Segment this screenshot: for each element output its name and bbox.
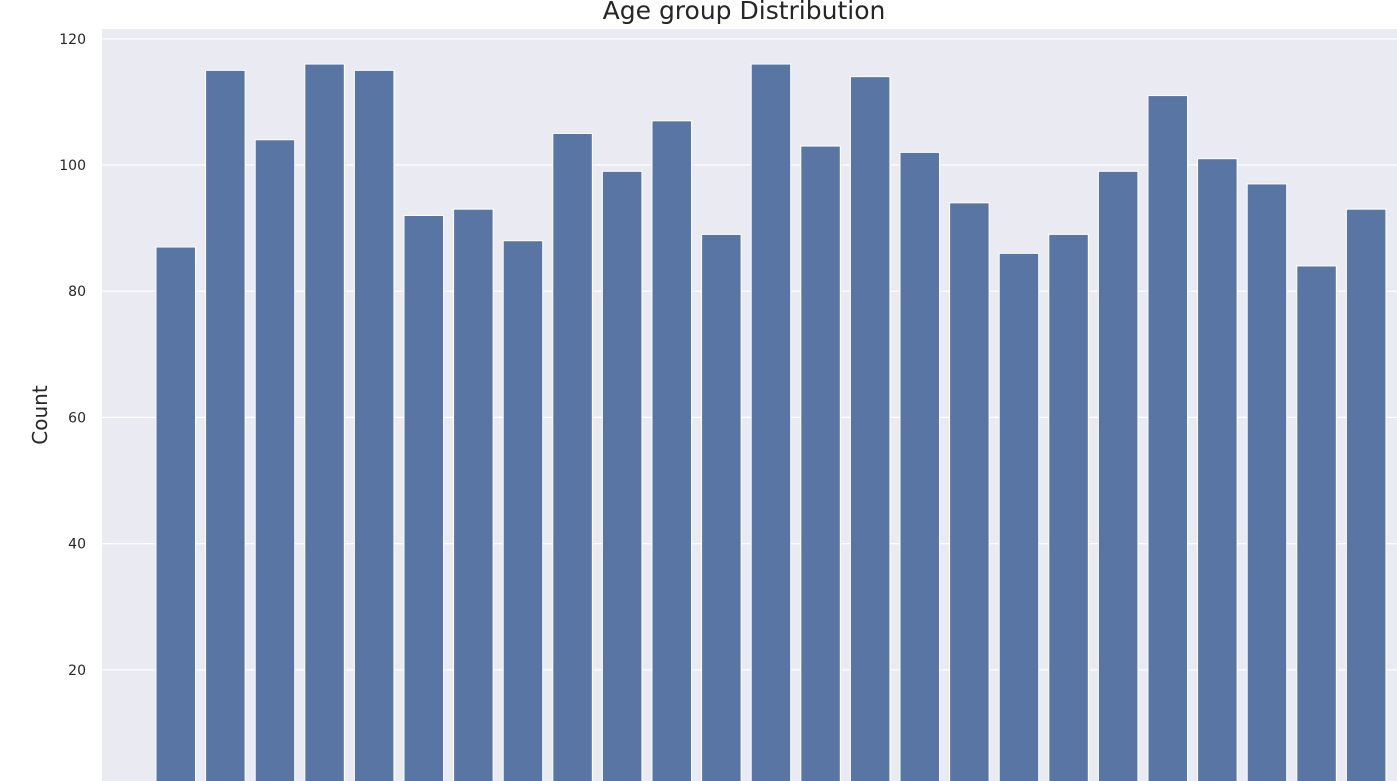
bar: [304, 63, 345, 781]
bar: [1147, 95, 1188, 781]
y-tick-label: 120: [59, 32, 86, 48]
bar: [601, 170, 643, 781]
bar: [254, 139, 296, 781]
bar: [502, 240, 544, 781]
y-tick-label: 40: [68, 537, 86, 553]
bar: [1048, 233, 1089, 781]
bar: [1097, 170, 1139, 781]
y-tick-label: 20: [68, 663, 86, 679]
chart-title: Age group Distribution: [603, 0, 886, 25]
y-tick-label: 80: [68, 284, 86, 300]
bar: [998, 252, 1040, 781]
bar: [1197, 158, 1238, 781]
bar: [353, 69, 395, 781]
bar: [651, 120, 692, 781]
bar: [155, 246, 196, 781]
y-tick-label: 60: [68, 410, 86, 426]
y-axis-ticks: 20 40 60 80 100 120: [59, 32, 86, 679]
y-axis-label: Count: [28, 385, 52, 445]
bar: [1246, 183, 1288, 781]
y-tick-label: 100: [59, 158, 86, 174]
bar: [552, 132, 593, 781]
bar: [1296, 265, 1337, 781]
bar: [949, 202, 990, 781]
bar: [453, 208, 494, 781]
bar: [800, 145, 841, 781]
bar: [403, 214, 444, 781]
bars: [155, 63, 1387, 781]
bar: [205, 69, 246, 781]
bar: [750, 63, 792, 781]
bar: [1345, 208, 1387, 781]
bar: [849, 76, 891, 781]
bar: [899, 151, 940, 781]
bar: [701, 233, 742, 781]
